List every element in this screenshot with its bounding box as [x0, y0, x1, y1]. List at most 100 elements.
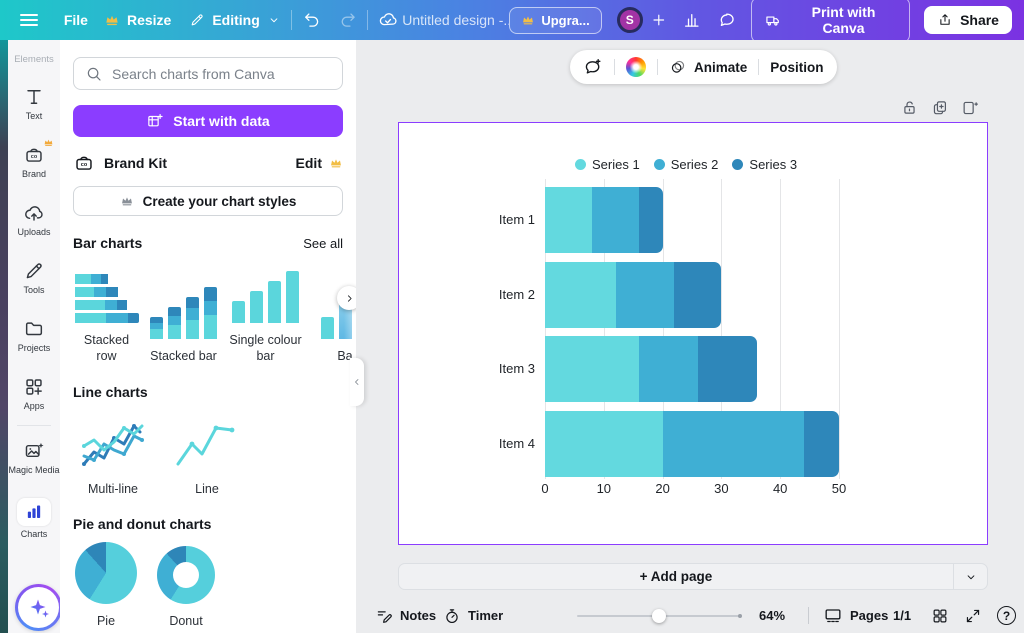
category-label: Item 2 — [498, 286, 535, 302]
design-page[interactable]: Series 1 Series 2 Series 3 0 10 20 30 40 50 Item … — [398, 122, 988, 545]
chart-template-donut[interactable]: Donut — [153, 545, 219, 629]
gridline — [721, 179, 723, 479]
add-member-icon[interactable] — [650, 11, 668, 29]
fullscreen-icon — [964, 607, 982, 625]
bar-segment[interactable] — [615, 261, 675, 328]
search-input[interactable] — [112, 65, 331, 82]
position-button[interactable]: Position — [770, 59, 824, 75]
sidebar-item-label: Tools — [23, 285, 45, 295]
help-icon: ? — [997, 606, 1016, 625]
bar-segment[interactable] — [674, 261, 722, 328]
notes-button[interactable]: Notes — [375, 598, 436, 633]
sidebar-item-text[interactable]: Text — [23, 86, 45, 121]
notes-icon — [375, 607, 393, 625]
bar-segment[interactable] — [639, 336, 698, 403]
truck-icon — [764, 11, 782, 29]
sidebar-item-tools[interactable]: Tools — [23, 260, 45, 295]
comments-icon[interactable] — [717, 10, 737, 30]
bar-segment[interactable] — [639, 187, 663, 253]
sidebar-item-brand[interactable]: co Brand — [22, 139, 53, 179]
donut-thumbnail[interactable] — [157, 545, 215, 604]
single-colour-bar-thumbnail[interactable] — [232, 265, 299, 323]
redo-icon[interactable] — [338, 10, 358, 30]
section-header: Line charts — [73, 384, 343, 400]
animate-button[interactable]: Animate — [669, 58, 747, 76]
create-chart-styles-button[interactable]: Create your chart styles — [73, 186, 343, 216]
magic-assistant-button[interactable] — [15, 584, 62, 631]
insights-icon[interactable] — [682, 10, 702, 30]
search-box[interactable] — [73, 57, 343, 90]
design-title[interactable]: Untitled design -... — [402, 12, 510, 28]
start-with-data-button[interactable]: Start with data — [73, 105, 343, 137]
multi-line-thumbnail[interactable] — [78, 414, 148, 472]
sidebar-item-label: Uploads — [17, 227, 51, 237]
avatar[interactable]: S — [616, 7, 643, 33]
add-comment-icon[interactable] — [583, 57, 603, 77]
line-thumbnail[interactable] — [172, 414, 242, 472]
zoom-slider-handle[interactable] — [652, 608, 667, 623]
add-page-button[interactable]: + Add page — [398, 563, 988, 590]
grid-view-icon — [931, 607, 949, 625]
zoom-slider[interactable] — [577, 598, 742, 633]
bar-segment[interactable] — [662, 411, 804, 478]
animate-icon — [669, 58, 687, 76]
stacked-bar-thumbnail[interactable] — [150, 281, 217, 340]
bar-segment[interactable] — [545, 411, 663, 478]
add-page-expand-button[interactable] — [953, 564, 987, 589]
bar-segment[interactable] — [803, 411, 839, 478]
duplicate-page-icon[interactable] — [931, 99, 949, 117]
grid-view-button[interactable] — [931, 598, 949, 633]
chart-template-multi-line[interactable]: Multi-line — [73, 414, 153, 497]
chart-template-stacked-bar[interactable]: Stacked bar — [150, 281, 217, 364]
chart-template-line[interactable]: Line — [167, 414, 247, 497]
file-button[interactable]: File — [63, 12, 88, 28]
stacked-row-thumbnail[interactable] — [74, 265, 139, 323]
projects-icon — [23, 318, 45, 340]
bar-segment[interactable] — [592, 187, 640, 253]
bar-segment[interactable] — [545, 261, 616, 328]
upgrade-button[interactable]: Upgra... — [509, 6, 602, 34]
color-picker-icon[interactable] — [626, 57, 646, 77]
share-button[interactable]: Share — [924, 6, 1012, 34]
fullscreen-button[interactable] — [964, 598, 982, 633]
x-axis-tick: 10 — [596, 481, 612, 496]
pages-button[interactable]: Pages — [823, 598, 888, 633]
chart-template-single-colour-bar[interactable]: Single colour bar — [227, 265, 304, 365]
menu-icon[interactable] — [20, 14, 38, 26]
print-with-canva-button[interactable]: Print with Canva — [751, 0, 911, 43]
undo-icon[interactable] — [302, 10, 322, 30]
legend-swatch — [575, 159, 586, 170]
bar-segment[interactable] — [697, 336, 757, 403]
divider — [367, 10, 369, 30]
brand-kit-edit-link[interactable]: Edit — [296, 155, 343, 171]
legend-item[interactable]: Series 3 — [732, 157, 797, 172]
sidebar-rail: Elements Text co Brand Uploads Tools Projects A… — [8, 40, 62, 633]
chart-template-pie[interactable]: Pie — [73, 541, 139, 629]
legend-item[interactable]: Series 2 — [653, 157, 718, 172]
sidebar-item-elements[interactable]: Elements — [14, 54, 54, 65]
see-all-link[interactable]: See all — [303, 236, 343, 251]
legend-item[interactable]: Series 1 — [575, 157, 640, 172]
sidebar-item-uploads[interactable]: Uploads — [17, 202, 51, 237]
panel-collapse-button[interactable] — [350, 358, 364, 406]
sidebar-item-charts[interactable]: Charts — [17, 498, 51, 539]
sidebar-item-apps[interactable]: Apps — [23, 376, 45, 411]
bar-segment[interactable] — [545, 187, 593, 253]
add-page-icon[interactable] — [961, 99, 979, 117]
resize-button[interactable]: Resize — [104, 12, 171, 28]
timer-button[interactable]: Timer — [443, 598, 503, 633]
pie-thumbnail[interactable] — [75, 541, 137, 604]
scroll-right-button[interactable] — [337, 286, 356, 310]
magic-media-icon — [23, 440, 45, 462]
editing-mode-button[interactable]: Editing — [189, 12, 280, 28]
zoom-value[interactable]: 64% — [759, 608, 786, 623]
help-button[interactable]: ? — [997, 598, 1016, 633]
charts-icon — [24, 502, 44, 522]
sidebar-item-magic-media[interactable]: Magic Media — [8, 440, 60, 475]
sidebar-item-projects[interactable]: Projects — [18, 318, 50, 353]
chart-template-label: Donut — [169, 613, 203, 628]
bar-segment[interactable] — [545, 336, 640, 403]
lock-icon[interactable] — [901, 99, 919, 117]
crown-icon — [120, 194, 134, 208]
chart-template-stacked-row[interactable]: Stacked row — [73, 265, 140, 365]
